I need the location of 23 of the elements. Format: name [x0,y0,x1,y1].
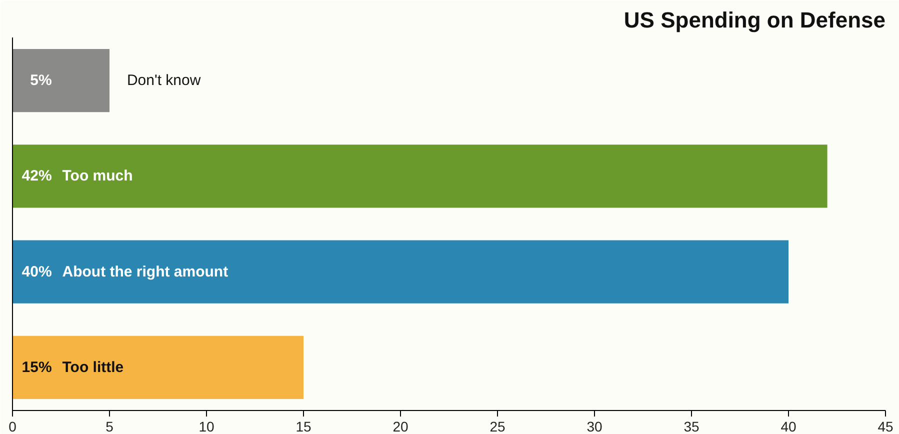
x-tick-label: 30 [586,418,602,434]
bar [12,336,304,400]
x-tick-label: 0 [8,418,17,434]
bar [12,48,110,112]
x-tick-label: 45 [878,418,894,434]
y-tick-label: Don't know [126,72,201,90]
x-tick-label: 10 [198,418,214,434]
bar [12,240,788,304]
y-tick-label: Too much [62,168,133,185]
data-label: 5% [30,72,52,90]
data-label: 15% [22,358,52,376]
y-tick-label: About the right amount [62,263,228,280]
x-tick-label: 25 [490,418,506,434]
data-label: 40% [22,263,52,280]
y-tick-label: Too little [62,358,124,376]
bar [12,144,828,208]
x-tick-label: 15 [296,418,312,434]
x-tick-label: 35 [684,418,700,434]
chart-title: US Spending on Defense [624,8,886,32]
x-tick-label: 20 [392,418,408,434]
x-tick-label: 40 [780,418,796,434]
x-tick-label: 5 [106,418,114,434]
data-label: 42% [22,168,52,185]
